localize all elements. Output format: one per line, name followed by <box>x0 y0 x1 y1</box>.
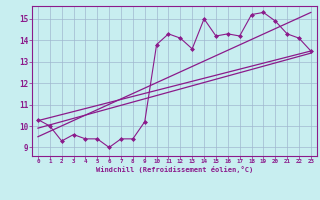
X-axis label: Windchill (Refroidissement éolien,°C): Windchill (Refroidissement éolien,°C) <box>96 166 253 173</box>
